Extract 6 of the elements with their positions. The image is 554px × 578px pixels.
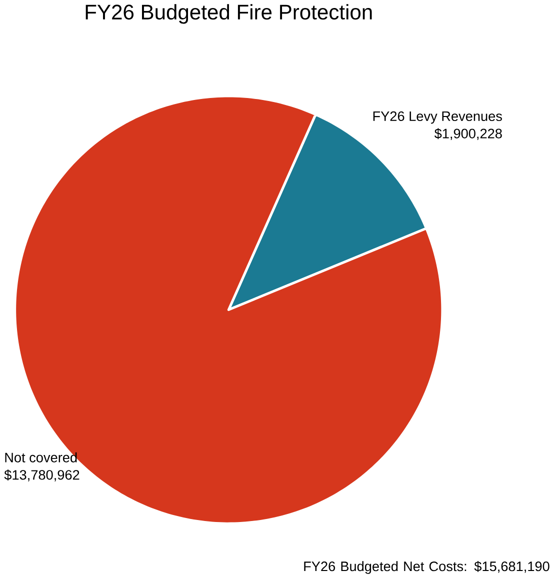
slice-label: FY26 Levy Revenues [373, 111, 502, 124]
chart-title: FY26 Budgeted Fire Protection [86, 4, 372, 24]
text: FY26 Budgeted Net Costs: $15,681,190 [304, 560, 550, 574]
slice-label: Not covered [5, 452, 77, 462]
data-label: $1,900,228 [434, 128, 502, 140]
data-label: $13,780,962 [4, 470, 80, 482]
